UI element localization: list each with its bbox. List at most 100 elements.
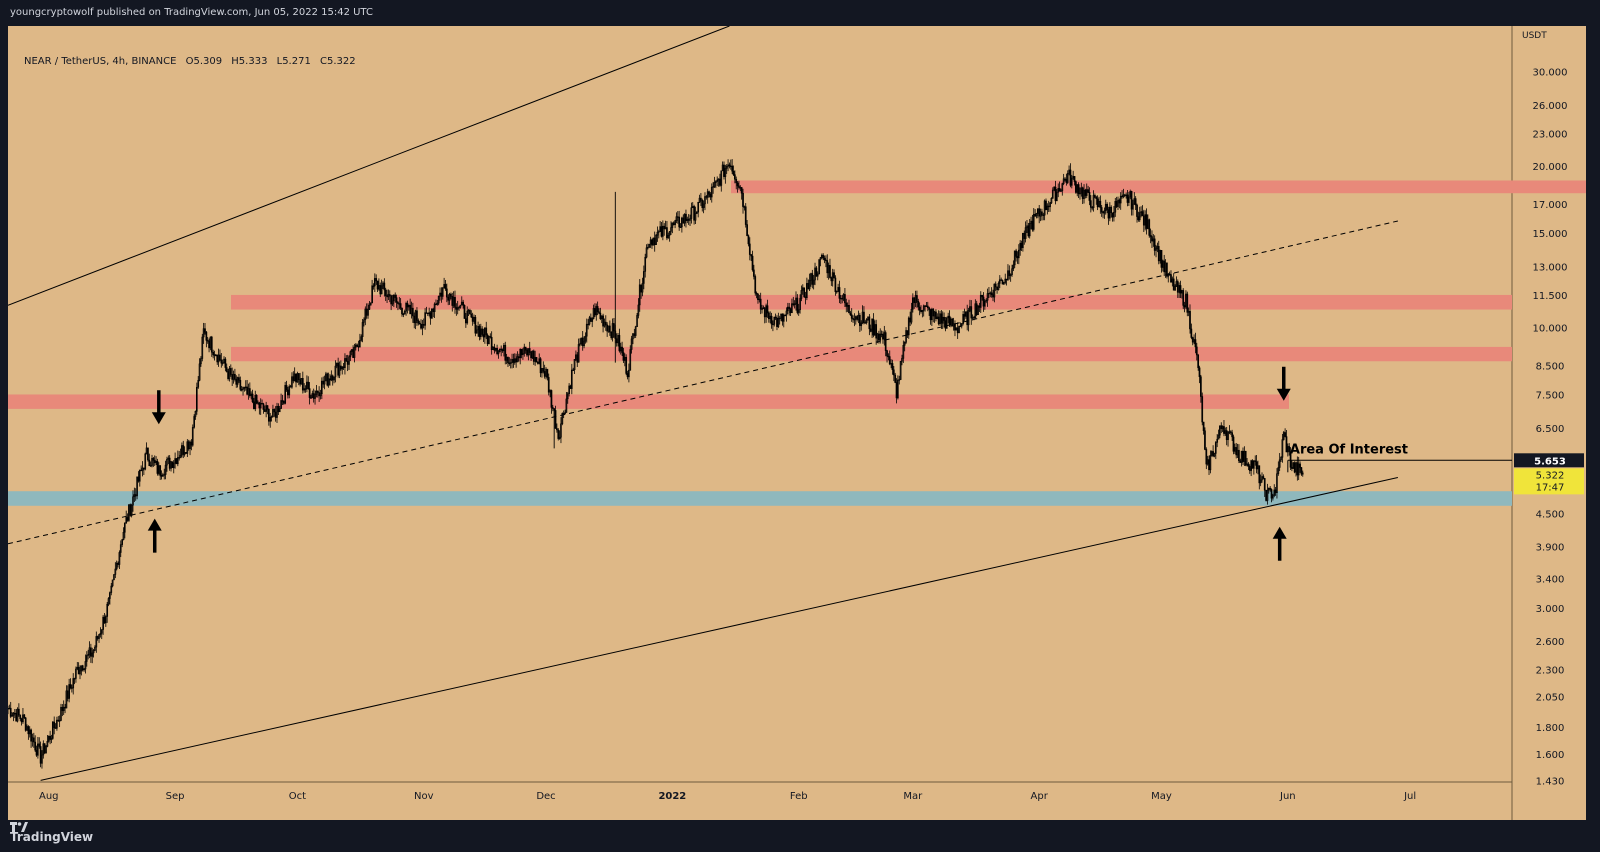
candle-body	[583, 340, 585, 347]
low-value: L5.271	[276, 56, 311, 67]
candle-body	[231, 374, 234, 380]
candle-body	[823, 257, 826, 261]
candle-body	[129, 504, 132, 516]
candle-body	[951, 318, 954, 327]
candle-body	[81, 665, 84, 671]
tradingview-branding[interactable]: TradingView	[10, 822, 93, 852]
candle-body	[1174, 286, 1176, 291]
candle-body	[825, 259, 827, 261]
price-tick-label: 1.430	[1536, 776, 1565, 787]
price-tick-label: 2.050	[1536, 692, 1565, 703]
candle-body	[522, 353, 524, 356]
candle-body	[700, 197, 702, 201]
candle-body	[644, 256, 647, 272]
candle-body	[1179, 285, 1182, 294]
chart-frame: Area Of Interest USDT 30.000 26.000 23.000 20…	[8, 26, 1586, 820]
candle-body	[168, 457, 171, 469]
candle-body	[1277, 467, 1280, 474]
candle-body	[43, 743, 46, 754]
candle-body	[738, 185, 740, 188]
candle-body	[990, 292, 993, 295]
candle-body	[550, 390, 553, 408]
time-tick-label: 2022	[658, 791, 686, 802]
candle-body	[570, 369, 573, 389]
candle-body	[246, 386, 248, 395]
candle-body	[391, 300, 394, 305]
open-value: O5.309	[185, 56, 223, 67]
candle-body	[368, 304, 371, 310]
candle-body	[1106, 203, 1108, 210]
candle-body	[996, 286, 998, 290]
candle-body	[594, 308, 596, 316]
resistance-zone	[231, 294, 1512, 310]
candle-body	[466, 310, 469, 324]
candle-countdown-text: 17:47	[1536, 482, 1565, 493]
price-axis[interactable]	[1512, 26, 1586, 820]
candle-body	[1172, 278, 1175, 291]
candle-body	[320, 380, 323, 395]
candle-body	[205, 331, 208, 341]
candle-body	[1136, 204, 1138, 217]
candle-body	[532, 350, 535, 362]
candle-body	[136, 476, 138, 497]
candle-body	[811, 273, 814, 285]
candle-body	[190, 441, 193, 446]
candle-body	[584, 335, 587, 342]
candle-body	[318, 392, 320, 397]
candle-body	[1058, 188, 1061, 192]
candle-body	[384, 289, 387, 296]
candle-body	[777, 317, 780, 327]
candle-body	[221, 362, 224, 364]
candle-body	[85, 655, 88, 662]
candle-body	[130, 504, 133, 516]
candle-body	[71, 687, 73, 689]
candle-body	[880, 333, 883, 336]
candle-body	[539, 358, 542, 374]
candle-body	[176, 457, 179, 465]
candle-body	[304, 388, 307, 390]
candle-body	[1288, 446, 1291, 452]
candle-body	[369, 302, 372, 306]
candle-body	[236, 377, 239, 385]
candle-body	[547, 377, 550, 393]
candle-body	[1138, 212, 1141, 221]
candle-body	[424, 312, 426, 326]
candle-body	[440, 292, 443, 297]
candle-body	[191, 427, 194, 446]
candle-body	[621, 346, 623, 353]
candle-body	[1269, 487, 1272, 490]
candle-body	[79, 670, 81, 675]
candle-body	[119, 544, 122, 553]
candle-body	[344, 358, 346, 368]
candle-body	[459, 304, 462, 308]
candle-body	[757, 293, 759, 300]
candle-body	[705, 196, 708, 198]
candle-body	[1056, 191, 1058, 202]
candle-body	[50, 738, 53, 740]
candle-body	[367, 309, 369, 316]
candle-body	[920, 310, 922, 312]
time-tick-label: Mar	[903, 791, 923, 802]
candle-body	[114, 568, 117, 575]
candle-body	[195, 386, 198, 412]
candle-body	[1170, 274, 1172, 283]
candle-body	[754, 276, 757, 294]
candle-body	[943, 316, 945, 321]
candle-body	[11, 715, 13, 717]
candle-body	[301, 378, 304, 391]
candle-body	[562, 413, 565, 415]
candle-body	[412, 307, 414, 317]
candle-body	[689, 218, 691, 221]
candle-body	[338, 365, 341, 376]
candle-body	[229, 368, 232, 375]
candle-body	[878, 333, 880, 341]
candle-body	[928, 307, 930, 310]
candle-body	[668, 231, 671, 236]
candle-body	[243, 387, 246, 389]
candle-body	[1084, 189, 1087, 196]
candle-body	[96, 636, 99, 639]
time-axis[interactable]	[8, 782, 1512, 820]
candle-body	[581, 337, 584, 347]
candle-body	[630, 338, 633, 350]
price-chart[interactable]: Area Of Interest USDT 30.000 26.000 23.000 20…	[8, 26, 1586, 820]
